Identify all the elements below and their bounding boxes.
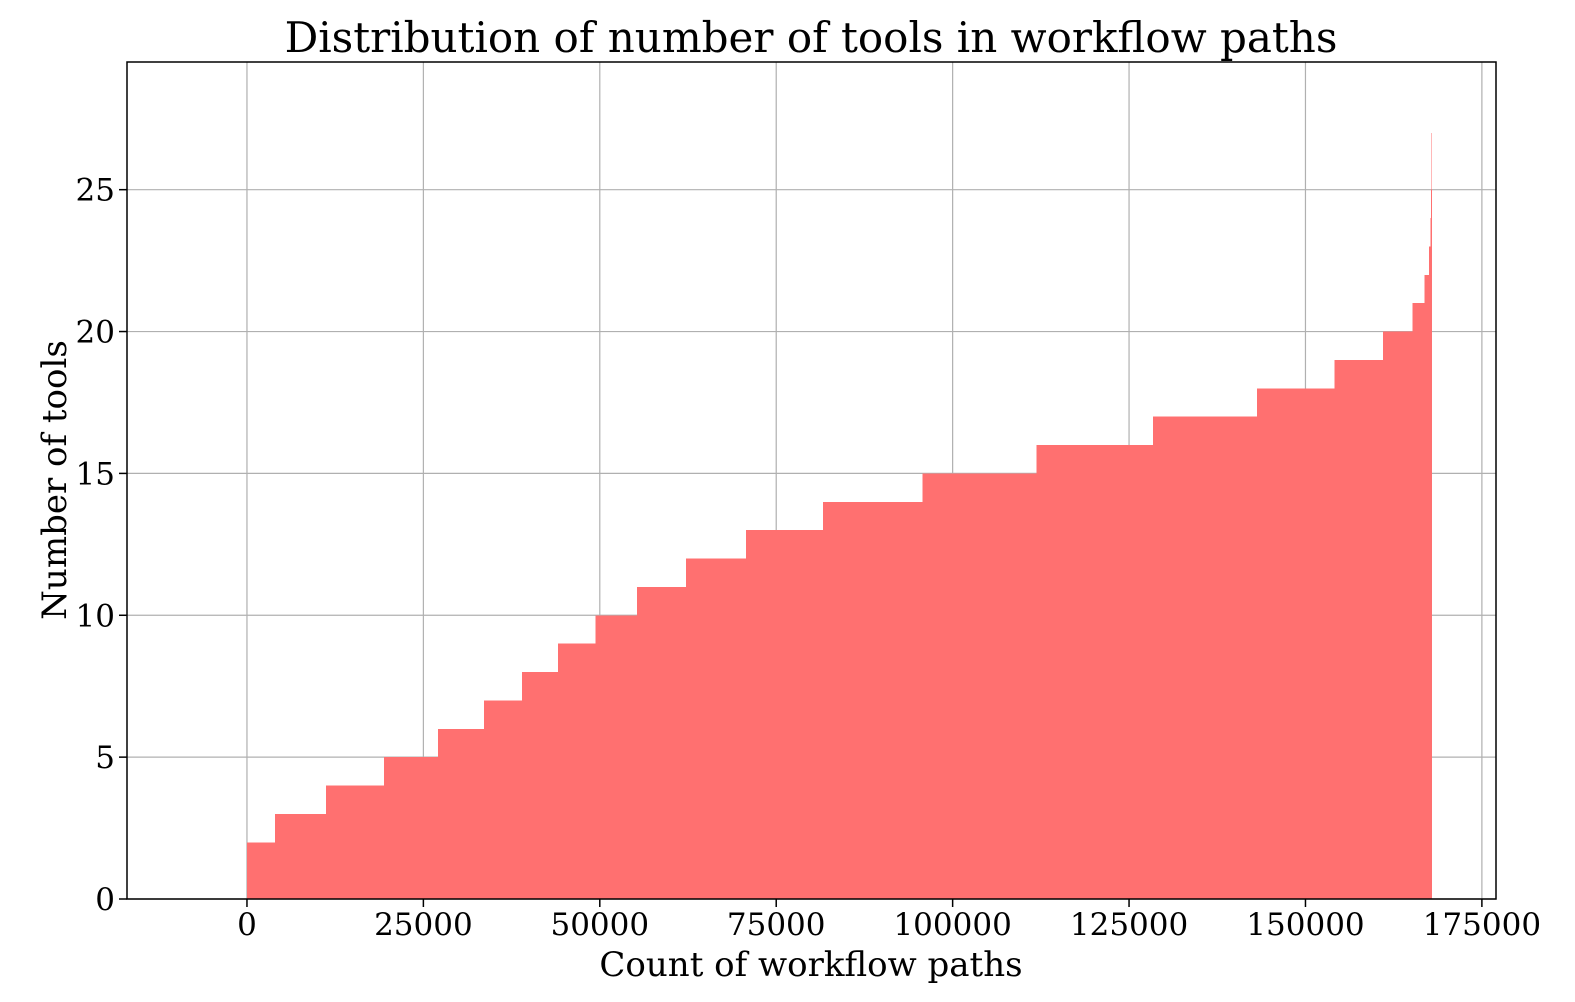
- step-bar: [745, 530, 823, 899]
- step-bar: [1334, 359, 1384, 899]
- step-bar: [484, 700, 523, 899]
- step-bar: [1428, 246, 1431, 900]
- y-axis: 0 5 10 15 20 25: [76, 173, 127, 918]
- x-tick-label: 100000: [893, 907, 1011, 943]
- y-tick-label: 10: [76, 598, 115, 634]
- step-bar: [922, 473, 1037, 899]
- step-bar: [1383, 331, 1413, 899]
- step-bar: [522, 672, 559, 899]
- x-tick-label: 50000: [550, 907, 649, 943]
- y-tick-label: 20: [76, 315, 115, 351]
- step-bar: [1431, 132, 1433, 900]
- step-bar: [637, 586, 686, 899]
- y-tick-label: 25: [76, 173, 115, 209]
- x-tick-label: 125000: [1070, 907, 1188, 943]
- step-bar: [1153, 416, 1257, 899]
- chart-title: Distribution of number of tools in workf…: [285, 13, 1338, 62]
- y-tick-label: 5: [95, 740, 115, 776]
- bars: [246, 132, 1433, 900]
- step-bar: [325, 785, 384, 899]
- x-tick-label: 0: [237, 907, 257, 943]
- x-axis-label: Count of workflow paths: [599, 945, 1022, 985]
- step-bar: [685, 558, 746, 899]
- step-bar: [246, 842, 276, 899]
- x-tick-label: 150000: [1246, 907, 1364, 943]
- y-tick-label: 15: [76, 456, 115, 492]
- step-bar: [558, 643, 596, 899]
- step-bar: [1036, 445, 1154, 899]
- y-tick-label: 0: [95, 882, 115, 918]
- step-bar: [275, 813, 326, 899]
- step-bar: [438, 728, 485, 899]
- step-bar: [595, 615, 638, 899]
- step-bar: [1431, 189, 1432, 899]
- step-bar: [1424, 274, 1429, 899]
- x-tick-label: 25000: [374, 907, 473, 943]
- step-bar: [1256, 388, 1335, 899]
- plot-frame: [126, 61, 1497, 900]
- x-tick-label: 175000: [1423, 907, 1541, 943]
- step-bar: [822, 501, 923, 899]
- step-bar: [1412, 303, 1425, 899]
- step-bar: [383, 757, 439, 899]
- step-bar: [1430, 218, 1432, 899]
- y-axis-label: Number of tools: [35, 340, 75, 620]
- x-tick-label: 75000: [727, 907, 826, 943]
- x-axis: 0 25000 50000 75000 100000 125000 150000 175000: [237, 899, 1541, 943]
